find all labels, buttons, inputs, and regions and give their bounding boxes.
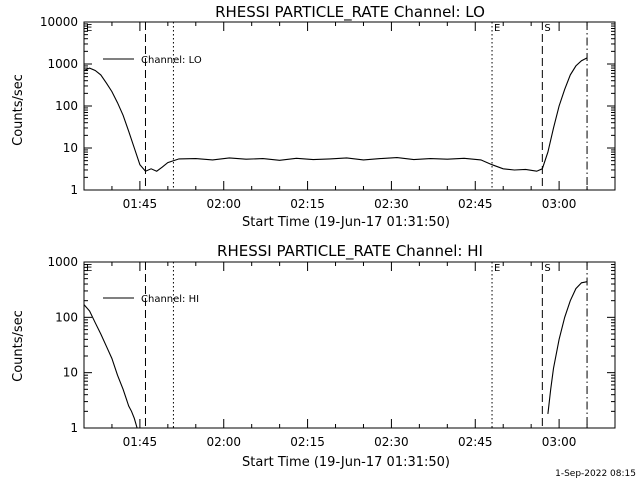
x-tick-label: 02:00 (206, 197, 241, 211)
x-axis-label-lo: Start Time (19-Jun-17 01:31:50) (242, 215, 450, 230)
y-tick-label: 1000 (47, 255, 78, 269)
legend-lo: Channel: LO (103, 55, 202, 66)
series-line-hi (83, 281, 588, 429)
y-tick-label: 10 (63, 141, 78, 155)
y-tick-labels-lo: 1 10 100 1000 10000 (40, 15, 78, 197)
x-tick-labels-hi: 01:45 02:00 02:15 02:30 02:45 03:00 (123, 435, 577, 449)
y-axis-label-hi: Counts/sec (11, 310, 26, 382)
y-tick-label: 1 (70, 421, 78, 435)
panel-lo: RHESSI PARTICLE_RATE Channel: LO Counts/… (11, 3, 616, 230)
date-stamp: 1-Sep-2022 08:15 (555, 469, 636, 479)
x-tick-label: 02:30 (374, 197, 409, 211)
x-tick-labels-lo: 01:45 02:00 02:15 02:30 02:45 03:00 (123, 197, 577, 211)
x-tick-label: 02:45 (458, 197, 493, 211)
series-line-lo (83, 57, 588, 172)
x-tick-label: 01:45 (123, 435, 158, 449)
marker-label: S (544, 263, 550, 274)
marker-label: S (544, 23, 550, 34)
y-tick-label: 10000 (40, 15, 78, 29)
x-axis-label-hi: Start Time (19-Jun-17 01:31:50) (242, 455, 450, 470)
panel-hi: RHESSI PARTICLE_RATE Channel: HI Counts/… (11, 242, 616, 470)
chart-title-hi: RHESSI PARTICLE_RATE Channel: HI (217, 242, 483, 261)
y-tick-label: 1 (70, 183, 78, 197)
x-tick-label: 02:45 (458, 435, 493, 449)
plot-frame-lo (83, 21, 616, 191)
x-tick-label: 03:00 (542, 197, 577, 211)
marker-label: E (86, 23, 92, 34)
marker-label: E (494, 263, 500, 274)
y-tick-labels-hi: 1 10 100 1000 (47, 255, 78, 435)
y-axis-label-lo: Counts/sec (11, 74, 26, 146)
y-tick-label: 10 (63, 366, 78, 380)
legend-entry-lo: Channel: LO (141, 55, 202, 66)
marker-label: E (494, 23, 500, 34)
y-tick-label: 1000 (47, 57, 78, 71)
x-tick-label: 02:00 (206, 435, 241, 449)
y-tick-label: 100 (55, 99, 78, 113)
x-tick-label: 02:30 (374, 435, 409, 449)
legend-hi: Channel: HI (103, 294, 199, 305)
plot-frame-hi (83, 261, 616, 429)
x-tick-label: 01:45 (123, 197, 158, 211)
tick-marks-lo (83, 21, 616, 191)
x-tick-label: 02:15 (290, 197, 325, 211)
marker-label: E (86, 263, 92, 274)
x-tick-label: 02:15 (290, 435, 325, 449)
tick-marks-hi (83, 261, 616, 429)
chart-title-lo: RHESSI PARTICLE_RATE Channel: LO (215, 3, 485, 22)
y-tick-label: 100 (55, 310, 78, 324)
x-tick-label: 03:00 (542, 435, 577, 449)
legend-entry-hi: Channel: HI (141, 294, 199, 305)
